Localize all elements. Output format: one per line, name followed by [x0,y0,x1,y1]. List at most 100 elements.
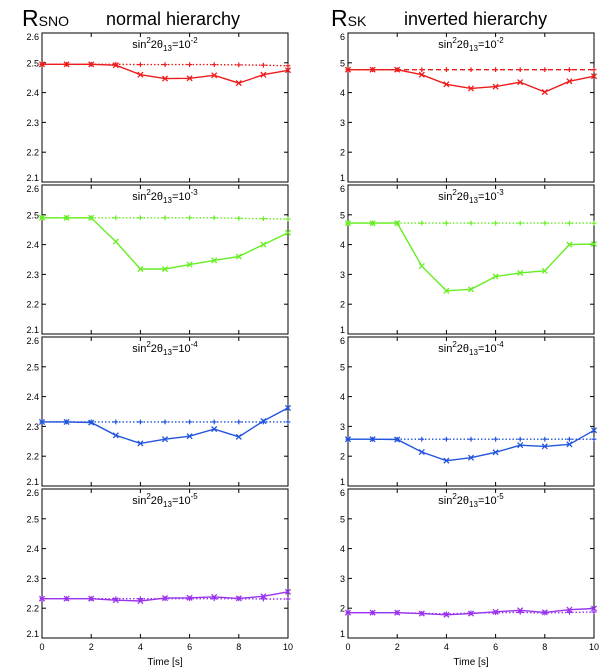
data-point-x-marker [369,66,376,73]
data-point-x-marker [566,78,573,85]
data-point-x-marker [284,229,292,236]
data-point-plus-marker [542,67,548,73]
data-point-x-marker [418,262,425,270]
data-point-x-marker [443,457,450,464]
data-point-x-marker [88,61,95,68]
data-point-x-marker [137,597,144,605]
data-point-x-marker [260,241,267,248]
data-point-plus-marker [211,419,217,425]
y-tick-label: 2.4 [26,88,39,98]
data-point-x-marker [541,267,548,274]
data-point-x-marker [137,71,144,78]
data-point-plus-marker [517,220,523,226]
y-tick-label: 6 [340,184,345,194]
data-point-x-marker [38,418,46,425]
data-point-x-marker [344,66,352,73]
y-tick-label: 4 [340,240,345,250]
data-point-x-marker [517,442,524,449]
y-tick-label: 2.3 [26,118,39,128]
data-point-plus-marker [285,596,291,602]
data-point-x-marker [467,286,475,293]
data-point-x-marker [88,419,95,426]
data-point-x-marker [112,62,119,69]
panel-5: 1 2 3 4 5 6 sin22θ13=10-2 [340,32,598,183]
data-point-x-marker [369,220,376,227]
y-tick-label: 3 [340,574,345,584]
left-y-axis-label: RSNO [22,5,69,32]
series-line-2 [42,217,289,270]
y-tick-label: 6 [340,488,345,498]
y-tick-label: 2.5 [26,58,39,68]
y-tick-label: 2.4 [26,392,39,402]
y-tick-label: 1 [340,629,345,639]
data-point-x-marker [137,440,144,447]
data-point-x-marker [112,238,119,245]
data-point-x-marker [344,609,352,616]
data-point-x-marker [418,610,425,617]
data-point-plus-marker [444,67,449,73]
series-line-2 [42,63,289,84]
y-tick-label: 2 [340,604,345,614]
data-point-plus-marker [236,62,242,68]
y-tick-label: 4 [340,544,345,554]
data-point-x-marker [467,85,475,92]
data-point-plus-marker [187,215,192,221]
data-point-x-marker [137,265,144,273]
data-point-x-marker [517,269,524,276]
y-tick-label: 2.3 [26,422,39,432]
data-point-x-marker [235,595,242,602]
data-point-x-marker [63,595,70,602]
data-point-x-marker [235,433,242,440]
y-tick-label: 2.4 [26,240,39,250]
data-point-x-marker [284,588,292,595]
y-tick-label: 3 [340,422,345,432]
y-tick-label: 2.2 [26,452,39,462]
data-point-x-marker [566,441,573,448]
data-point-plus-marker [517,436,523,442]
mixing-angle-annotation: sin22θ13=10-2 [438,36,504,53]
data-point-x-marker [394,609,401,616]
x-tick-label: 4 [138,642,143,652]
y-tick-label: 5 [340,362,345,372]
data-point-x-marker [541,443,548,450]
series-line-2 [348,429,595,462]
data-point-x-marker [38,214,46,221]
data-point-plus-marker [236,419,242,425]
data-point-plus-marker [261,216,266,222]
panel-8: 1 2 3 4 5 6 0 2 4 6 8 10 Time [s] sin22θ13=10-5 [340,488,599,668]
data-point-plus-marker [591,436,597,442]
data-point-x-marker [235,253,242,260]
y-tick-label: 2.6 [26,184,39,194]
panel-1: 2.1 2.2 2.3 2.4 2.5 2.6 sin22θ13=10-2 [26,32,292,183]
data-point-x-marker [418,448,425,456]
data-point-x-marker [344,436,352,443]
data-point-x-marker [63,418,70,425]
y-tick-label: 2.1 [26,173,39,183]
data-point-plus-marker [468,67,474,73]
data-point-x-marker [541,609,548,616]
plot-frame [41,488,289,639]
panel-7: 1 2 3 4 5 6 sin22θ13=10-4 [340,336,598,487]
series-line-2 [348,222,595,292]
data-point-plus-marker [567,220,572,226]
data-point-plus-marker [285,419,291,425]
data-point-plus-marker [542,436,548,442]
panel-6: 1 2 3 4 5 6 sin22θ13=10-3 [340,184,598,335]
x-tick-label: 2 [89,642,94,652]
data-point-x-marker [443,287,450,294]
y-tick-label: 2.4 [26,544,39,554]
data-point-x-marker [284,67,292,74]
plot-frame [347,32,595,183]
data-point-plus-marker [419,220,425,226]
x-tick-label: 0 [39,642,44,652]
data-point-x-marker [186,433,193,440]
data-point-x-marker [211,593,218,600]
data-point-plus-marker [187,62,192,67]
y-tick-label: 2.6 [26,488,39,498]
y-tick-label: 2.2 [26,604,39,614]
data-point-x-marker [590,605,598,612]
data-point-x-marker [112,597,119,604]
mixing-angle-annotation: sin22θ13=10-2 [132,36,198,53]
mixing-angle-annotation: sin22θ13=10-4 [132,340,198,357]
data-point-plus-marker [285,63,291,69]
